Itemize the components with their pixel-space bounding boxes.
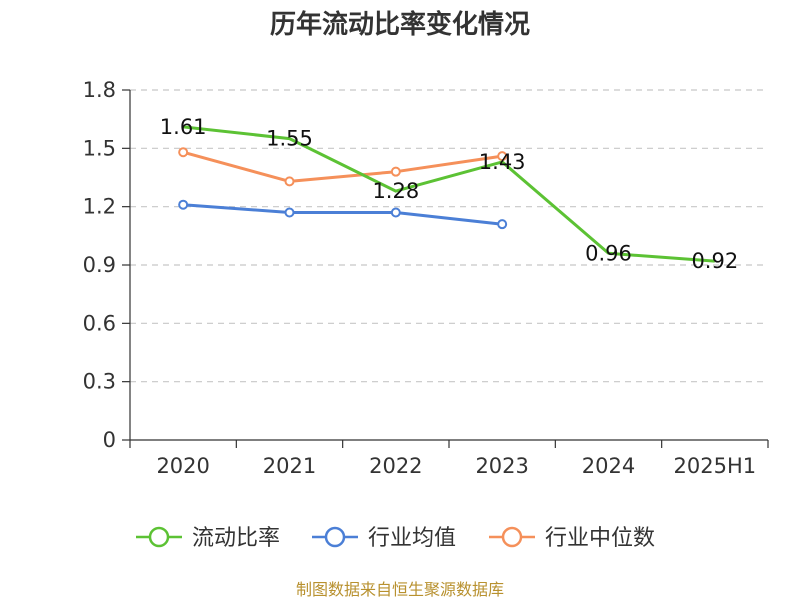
data-point — [390, 207, 401, 218]
legend-marker — [501, 526, 523, 548]
data-label: 1.55 — [266, 127, 313, 151]
legend-label: 行业中位数 — [545, 526, 655, 551]
series-line-0 — [183, 125, 715, 263]
y-tick-label: 1.2 — [83, 195, 116, 219]
series-line-1 — [183, 203, 503, 226]
y-tick-label: 0 — [103, 428, 116, 452]
y-tick-label: 0.9 — [83, 253, 116, 277]
x-tick-label: 2021 — [263, 454, 316, 478]
data-label: 0.92 — [691, 249, 738, 273]
y-tick-label: 0.3 — [83, 370, 116, 394]
data-point — [390, 166, 401, 177]
x-tick-label: 2024 — [582, 454, 635, 478]
y-tick-label: 0.6 — [83, 311, 116, 335]
source-note: 制图数据来自恒生聚源数据库 — [296, 580, 504, 599]
data-label: 0.96 — [585, 241, 632, 265]
x-tick-label: 2025H1 — [674, 454, 757, 478]
series-layer — [178, 125, 715, 263]
data-point — [178, 199, 189, 210]
grid — [130, 89, 768, 383]
axes: 0 0.3 0.6 0.9 1.2 1.5 1.8 2020 2021 2022 2023 2024 2… — [83, 78, 769, 478]
legend-marker — [324, 526, 346, 548]
legend-label: 行业均值 — [368, 526, 456, 551]
legend[interactable]: 流动比率 行业均值 行业中位数 — [136, 526, 655, 551]
x-tick-label: 2022 — [369, 454, 422, 478]
legend-item[interactable]: 流动比率 — [136, 526, 280, 551]
data-label: 1.61 — [160, 115, 207, 139]
y-tick-label: 1.8 — [83, 78, 116, 102]
data-label: 1.43 — [479, 150, 526, 174]
x-tick-label: 2023 — [475, 454, 528, 478]
legend-label: 流动比率 — [192, 526, 280, 551]
series-line-2 — [182, 150, 503, 183]
data-point — [284, 176, 295, 187]
y-tick-label: 1.5 — [83, 136, 116, 160]
data-point — [497, 151, 508, 162]
legend-item[interactable]: 行业均值 — [312, 526, 456, 551]
chart-title: 历年流动比率变化情况 — [270, 9, 530, 40]
x-tick-label: 2020 — [156, 454, 209, 478]
data-point — [178, 147, 189, 158]
data-label: 1.28 — [372, 179, 419, 203]
data-point — [497, 219, 508, 230]
legend-item[interactable]: 行业中位数 — [489, 526, 655, 551]
legend-marker — [148, 526, 170, 548]
data-point — [284, 207, 295, 218]
data-labels: 1.61 1.55 1.28 1.43 0.96 0.92 — [160, 115, 738, 273]
